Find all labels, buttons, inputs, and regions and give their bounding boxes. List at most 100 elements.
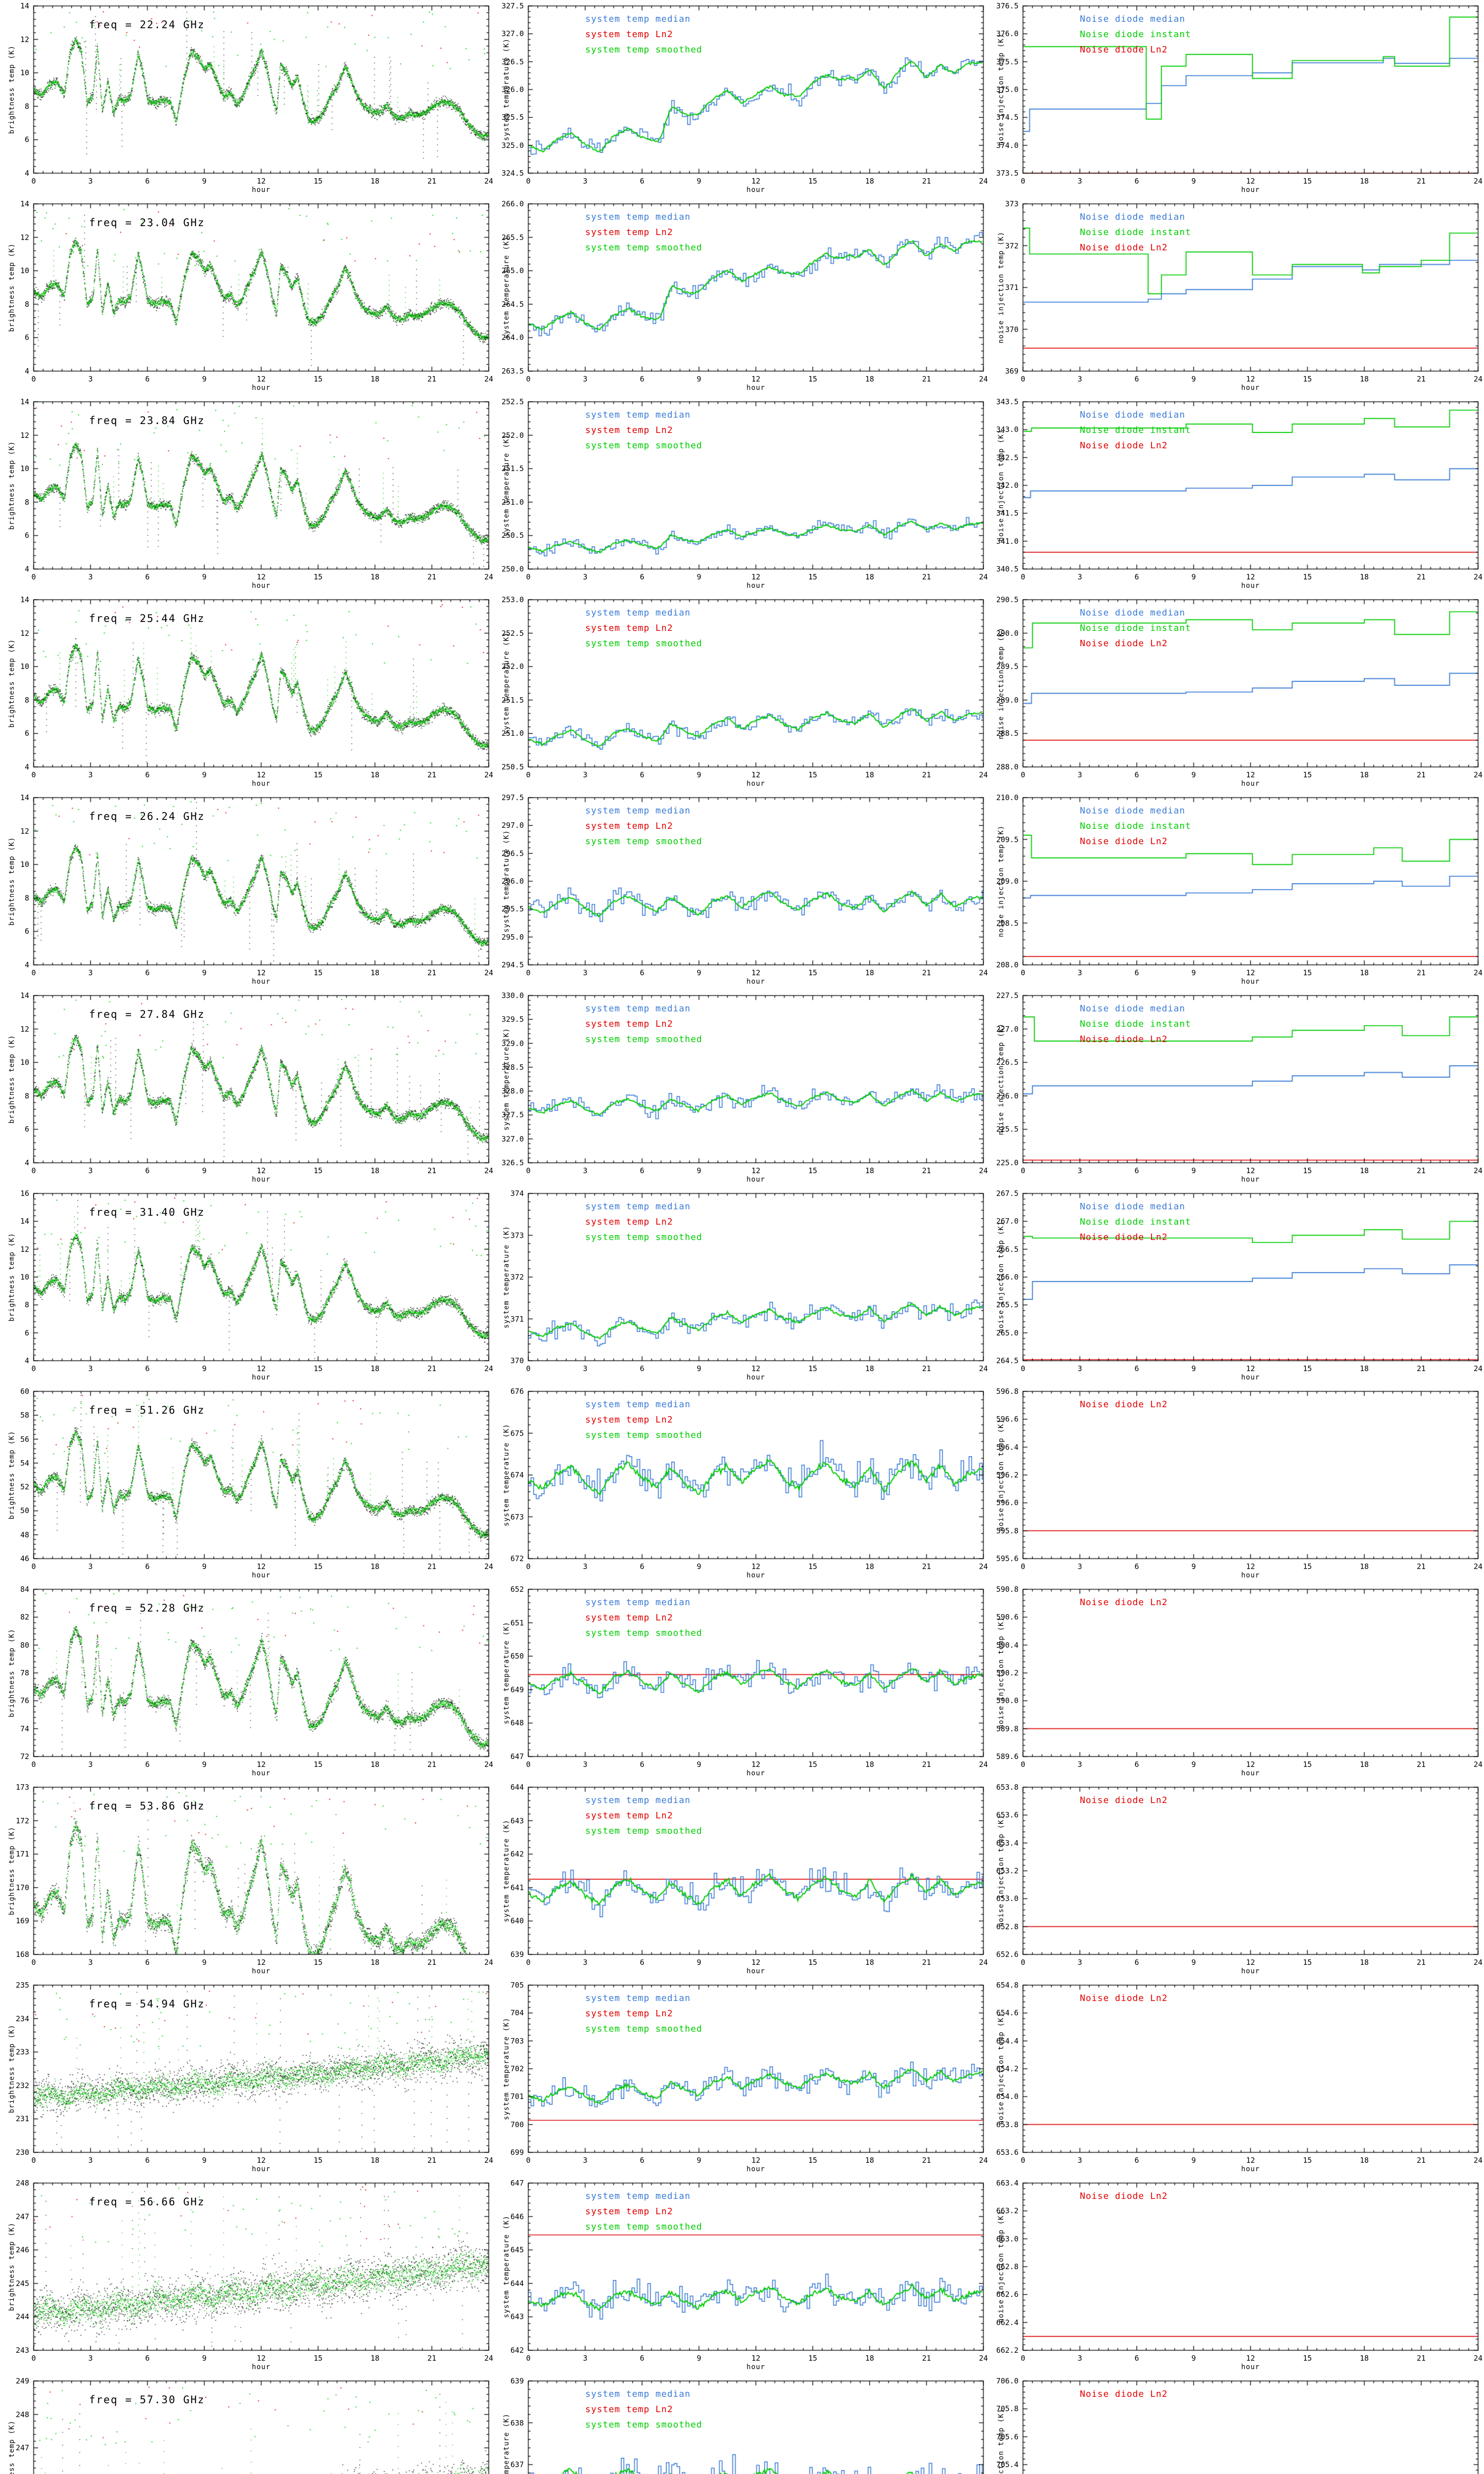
x-tick-label: 0	[1020, 1562, 1025, 1571]
x-tick-label: 9	[1191, 770, 1196, 779]
x-tick-label: 21	[922, 572, 931, 581]
y-tick-label: 373	[1005, 199, 1019, 208]
x-tick-label: 0	[526, 2354, 531, 2363]
legend-noise-diode-ln2: Noise diode Ln2	[1080, 1795, 1168, 1806]
x-tick-label: 21	[1416, 2156, 1426, 2165]
brightness-plot-row-12: 0 3 6 9 12 15 18 21 24 243 244 245 246 247 248 hour brig…	[0, 2177, 495, 2375]
system-temp-plot-canvas-row-8	[495, 1385, 989, 1583]
legend-system-temp-median: system temp median	[585, 2389, 691, 2399]
y-tick-label: 596.6	[996, 1415, 1019, 1424]
x-tick-label: 12	[1246, 770, 1255, 779]
legend-system-temp-median: system temp median	[585, 1201, 691, 1212]
x-axis-title: hour	[252, 1769, 271, 1777]
brightness-plot-row-9: 0 3 6 9 12 15 18 21 24 72 74 76 78 80 82 84 hour brightne…	[0, 1583, 495, 1781]
x-tick-label: 0	[31, 2156, 36, 2165]
legend-system-temp-ln2: system temp Ln2	[585, 1613, 673, 1623]
y-tick-label: 326.0	[501, 85, 524, 94]
legend-system-temp-ln2: system temp Ln2	[585, 623, 673, 633]
y-tick-label: 74	[20, 1724, 29, 1733]
x-tick-label: 21	[922, 2156, 931, 2165]
x-tick-label: 24	[1473, 968, 1483, 977]
x-tick-label: 21	[922, 1958, 931, 1967]
x-tick-label: 12	[751, 968, 761, 977]
y-tick-label: 246	[15, 2245, 29, 2255]
y-tick-label: 653.8	[996, 1783, 1019, 1792]
legend-system-temp-median: system temp median	[585, 1795, 691, 1806]
x-tick-label: 21	[922, 375, 931, 383]
x-tick-label: 18	[865, 2354, 875, 2363]
system-temp-plot-canvas-row-2	[495, 198, 989, 396]
x-tick-label: 0	[526, 1760, 531, 1769]
x-tick-label: 9	[202, 375, 207, 383]
noise-diode-plot-canvas-row-8	[989, 1385, 1484, 1583]
brightness-plot-canvas-row-10	[0, 1781, 495, 1979]
legend-system-temp-median: system temp median	[585, 1597, 691, 1608]
y-axis-title: system temperature (K)	[503, 1028, 510, 1131]
y-tick-label: 12	[20, 628, 29, 638]
y-axis-title: brightness temp (K)	[8, 1233, 16, 1322]
y-tick-label: 596.4	[996, 1442, 1019, 1452]
y-axis-title: system temperature (K)	[503, 434, 510, 537]
x-tick-label: 9	[696, 177, 701, 186]
y-tick-label: 10	[20, 266, 29, 276]
y-tick-label: 674	[510, 1471, 524, 1479]
y-axis-title: system temperature (K)	[503, 1819, 510, 1922]
x-tick-label: 12	[1246, 1166, 1255, 1175]
system-temp-plot-row-7: 0 3 6 9 12 15 18 21 24 370 371 372 373 374 hour system …	[495, 1188, 989, 1385]
y-tick-label: 654.2	[996, 2064, 1019, 2073]
x-tick-label: 18	[1359, 1166, 1369, 1175]
y-tick-label: 12	[20, 826, 29, 836]
y-tick-label: 8	[24, 695, 29, 705]
legend-system-temp-ln2: system temp Ln2	[585, 425, 673, 435]
y-tick-label: 376.5	[996, 1, 1019, 10]
x-tick-label: 15	[1302, 770, 1312, 779]
y-tick-label: 235	[15, 1981, 29, 1990]
y-tick-label: 251.0	[501, 497, 524, 507]
x-tick-label: 21	[1416, 1958, 1426, 1967]
x-tick-label: 9	[1191, 375, 1196, 383]
y-tick-label: 10	[20, 464, 29, 474]
x-tick-label: 12	[1246, 1958, 1255, 1967]
y-tick-label: 6	[24, 333, 29, 342]
legend-system-temp-median: system temp median	[585, 14, 691, 24]
legend-noise-diode-ln2: Noise diode Ln2	[1080, 440, 1168, 451]
x-tick-label: 12	[751, 1166, 761, 1175]
x-tick-label: 9	[1191, 1562, 1196, 1571]
x-tick-label: 9	[696, 968, 701, 977]
y-axis-title: noise injection temp (K)	[997, 33, 1005, 146]
y-tick-label: 703	[510, 2036, 524, 2046]
x-tick-label: 9	[202, 1166, 207, 1175]
y-tick-label: 8	[24, 1300, 29, 1310]
x-tick-label: 24	[1473, 1364, 1483, 1373]
y-tick-label: 642	[510, 1850, 524, 1859]
legend-noise-diode-ln2: Noise diode Ln2	[1080, 242, 1168, 253]
y-tick-label: 226.0	[996, 1091, 1019, 1100]
x-tick-label: 15	[313, 2156, 323, 2165]
x-axis-title: hour	[1241, 582, 1260, 590]
noise-diode-plot-canvas-row-5	[989, 792, 1484, 990]
y-axis-title: system temperature (K)	[503, 830, 510, 933]
y-tick-label: 12	[20, 1024, 29, 1034]
x-tick-label: 12	[1246, 1562, 1255, 1571]
y-tick-label: 209.5	[996, 835, 1019, 844]
x-tick-label: 9	[1191, 968, 1196, 977]
legend-system-temp-smoothed: system temp smoothed	[585, 440, 702, 451]
y-tick-label: 706.0	[996, 2377, 1019, 2385]
noise-diode-plot-canvas-row-13	[989, 2375, 1484, 2474]
legend-system-temp-smoothed: system temp smoothed	[585, 1628, 702, 1638]
y-tick-label: 589.8	[996, 1724, 1019, 1733]
legend-system-temp-smoothed: system temp smoothed	[585, 1034, 702, 1045]
plot-row-1: 0 3 6 9 12 15 18 21 24 4 6 8 10 12 14 hour brightness te…	[0, 0, 1484, 198]
x-tick-label: 6	[1134, 968, 1139, 977]
y-tick-label: 6	[24, 1328, 29, 1337]
legend-noise-diode-ln2: Noise diode Ln2	[1080, 1232, 1168, 1242]
x-tick-label: 21	[1416, 1364, 1426, 1373]
y-tick-label: 375.5	[996, 57, 1019, 66]
x-tick-label: 15	[313, 1166, 323, 1175]
brightness-plot-canvas-row-11	[0, 1979, 495, 2177]
brightness-plot-canvas-row-7	[0, 1188, 495, 1385]
y-tick-label: 264.5	[501, 299, 524, 309]
legend-noise-diode-instant: Noise diode instant	[1080, 29, 1191, 40]
y-axis-title: system temperature (K)	[503, 1424, 510, 1526]
brightness-plot-row-5: 0 3 6 9 12 15 18 21 24 4 6 8 10 12 14 hour brightness te…	[0, 792, 495, 990]
